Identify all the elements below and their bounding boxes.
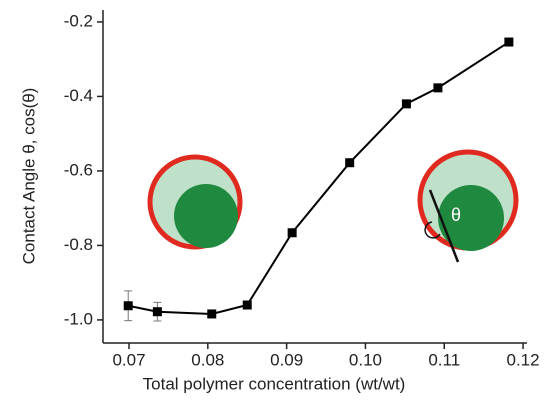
y-tick-label: -0.4 — [64, 86, 93, 105]
annotation: θ — [451, 205, 461, 225]
x-axis-label: Total polymer concentration (wt/wt) — [143, 374, 406, 393]
marker — [153, 307, 162, 316]
x-tick-label: 0.11 — [428, 350, 460, 369]
x-tick-label: 0.10 — [349, 350, 382, 369]
marker — [207, 309, 216, 318]
y-tick-label: -0.6 — [64, 160, 93, 179]
marker — [433, 83, 442, 92]
droplet-right — [420, 152, 516, 262]
marker — [345, 158, 354, 167]
y-tick-label: -1.0 — [64, 309, 93, 328]
y-axis-label: Contact Angle θ, cos(θ) — [19, 88, 38, 265]
x-tick-label: 0.09 — [270, 350, 303, 369]
x-tick-label: 0.08 — [191, 350, 224, 369]
marker — [243, 301, 252, 310]
droplet-left — [150, 157, 240, 248]
chart: θ Total polymer concentration (wt/wt) Co… — [0, 0, 547, 402]
y-tick-label: -0.8 — [64, 235, 93, 254]
y-tick-label: -0.2 — [64, 11, 93, 30]
marker — [402, 99, 411, 108]
marker — [504, 38, 513, 47]
marker — [124, 301, 133, 310]
x-tick-label: 0.12 — [507, 350, 540, 369]
marker — [288, 228, 297, 237]
x-tick-label: 0.07 — [112, 350, 145, 369]
